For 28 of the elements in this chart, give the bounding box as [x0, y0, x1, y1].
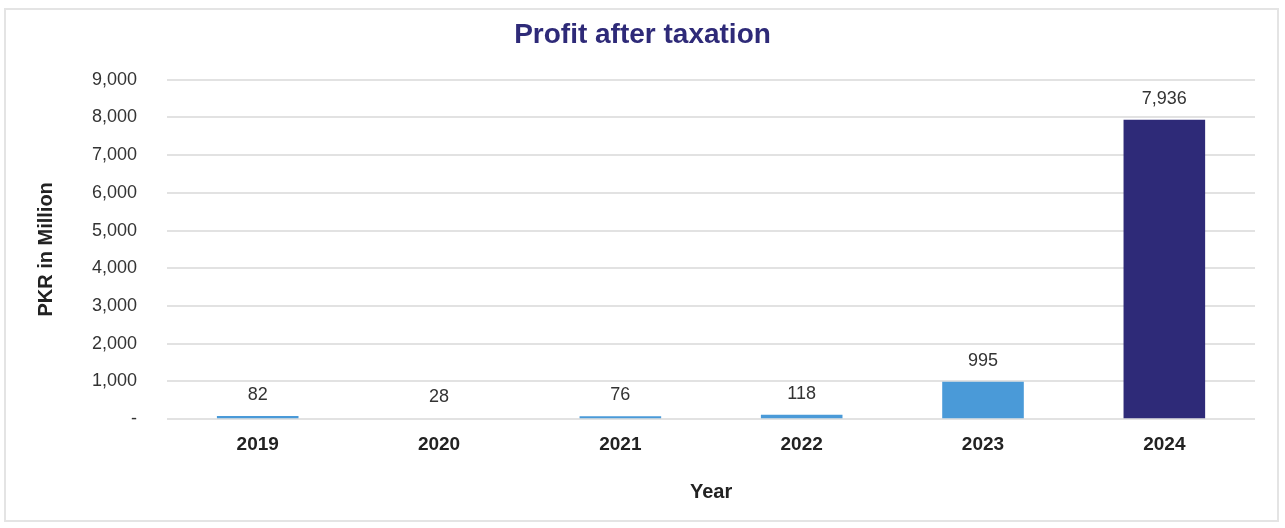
y-tick-label: 4,000 [92, 257, 138, 278]
x-tick-label: 2022 [780, 432, 823, 454]
x-tick-label: 2019 [236, 432, 279, 454]
x-axis-title: Year [689, 479, 733, 502]
y-tick-label: 6,000 [92, 181, 138, 202]
y-tick-label: 9,000 [92, 68, 138, 89]
y-tick-label: 2,000 [92, 332, 138, 353]
data-label: 7,936 [1141, 87, 1187, 108]
data-label: 76 [610, 384, 631, 405]
x-tick-label: 2023 [961, 432, 1005, 454]
bar [942, 381, 1024, 419]
bar [1123, 119, 1206, 419]
y-axis-title: PKR in Million [33, 182, 56, 317]
bar [216, 416, 299, 419]
data-label: 28 [429, 386, 450, 407]
y-tick-label: 8,000 [92, 106, 138, 127]
chart-title: Profit after taxation [514, 17, 771, 49]
x-tick-label: 2021 [599, 432, 642, 454]
y-tick-label: 7,000 [92, 144, 138, 165]
x-tick-label: 2020 [417, 432, 461, 454]
data-label: 995 [967, 349, 999, 370]
y-tick-label: 1,000 [92, 370, 138, 391]
x-tick-label: 2024 [1143, 432, 1186, 454]
y-tick-label: - [131, 408, 138, 429]
data-label: 118 [787, 382, 817, 403]
y-tick-label: 3,000 [92, 294, 138, 315]
data-label: 82 [247, 384, 268, 405]
y-tick-label: 5,000 [92, 219, 138, 240]
